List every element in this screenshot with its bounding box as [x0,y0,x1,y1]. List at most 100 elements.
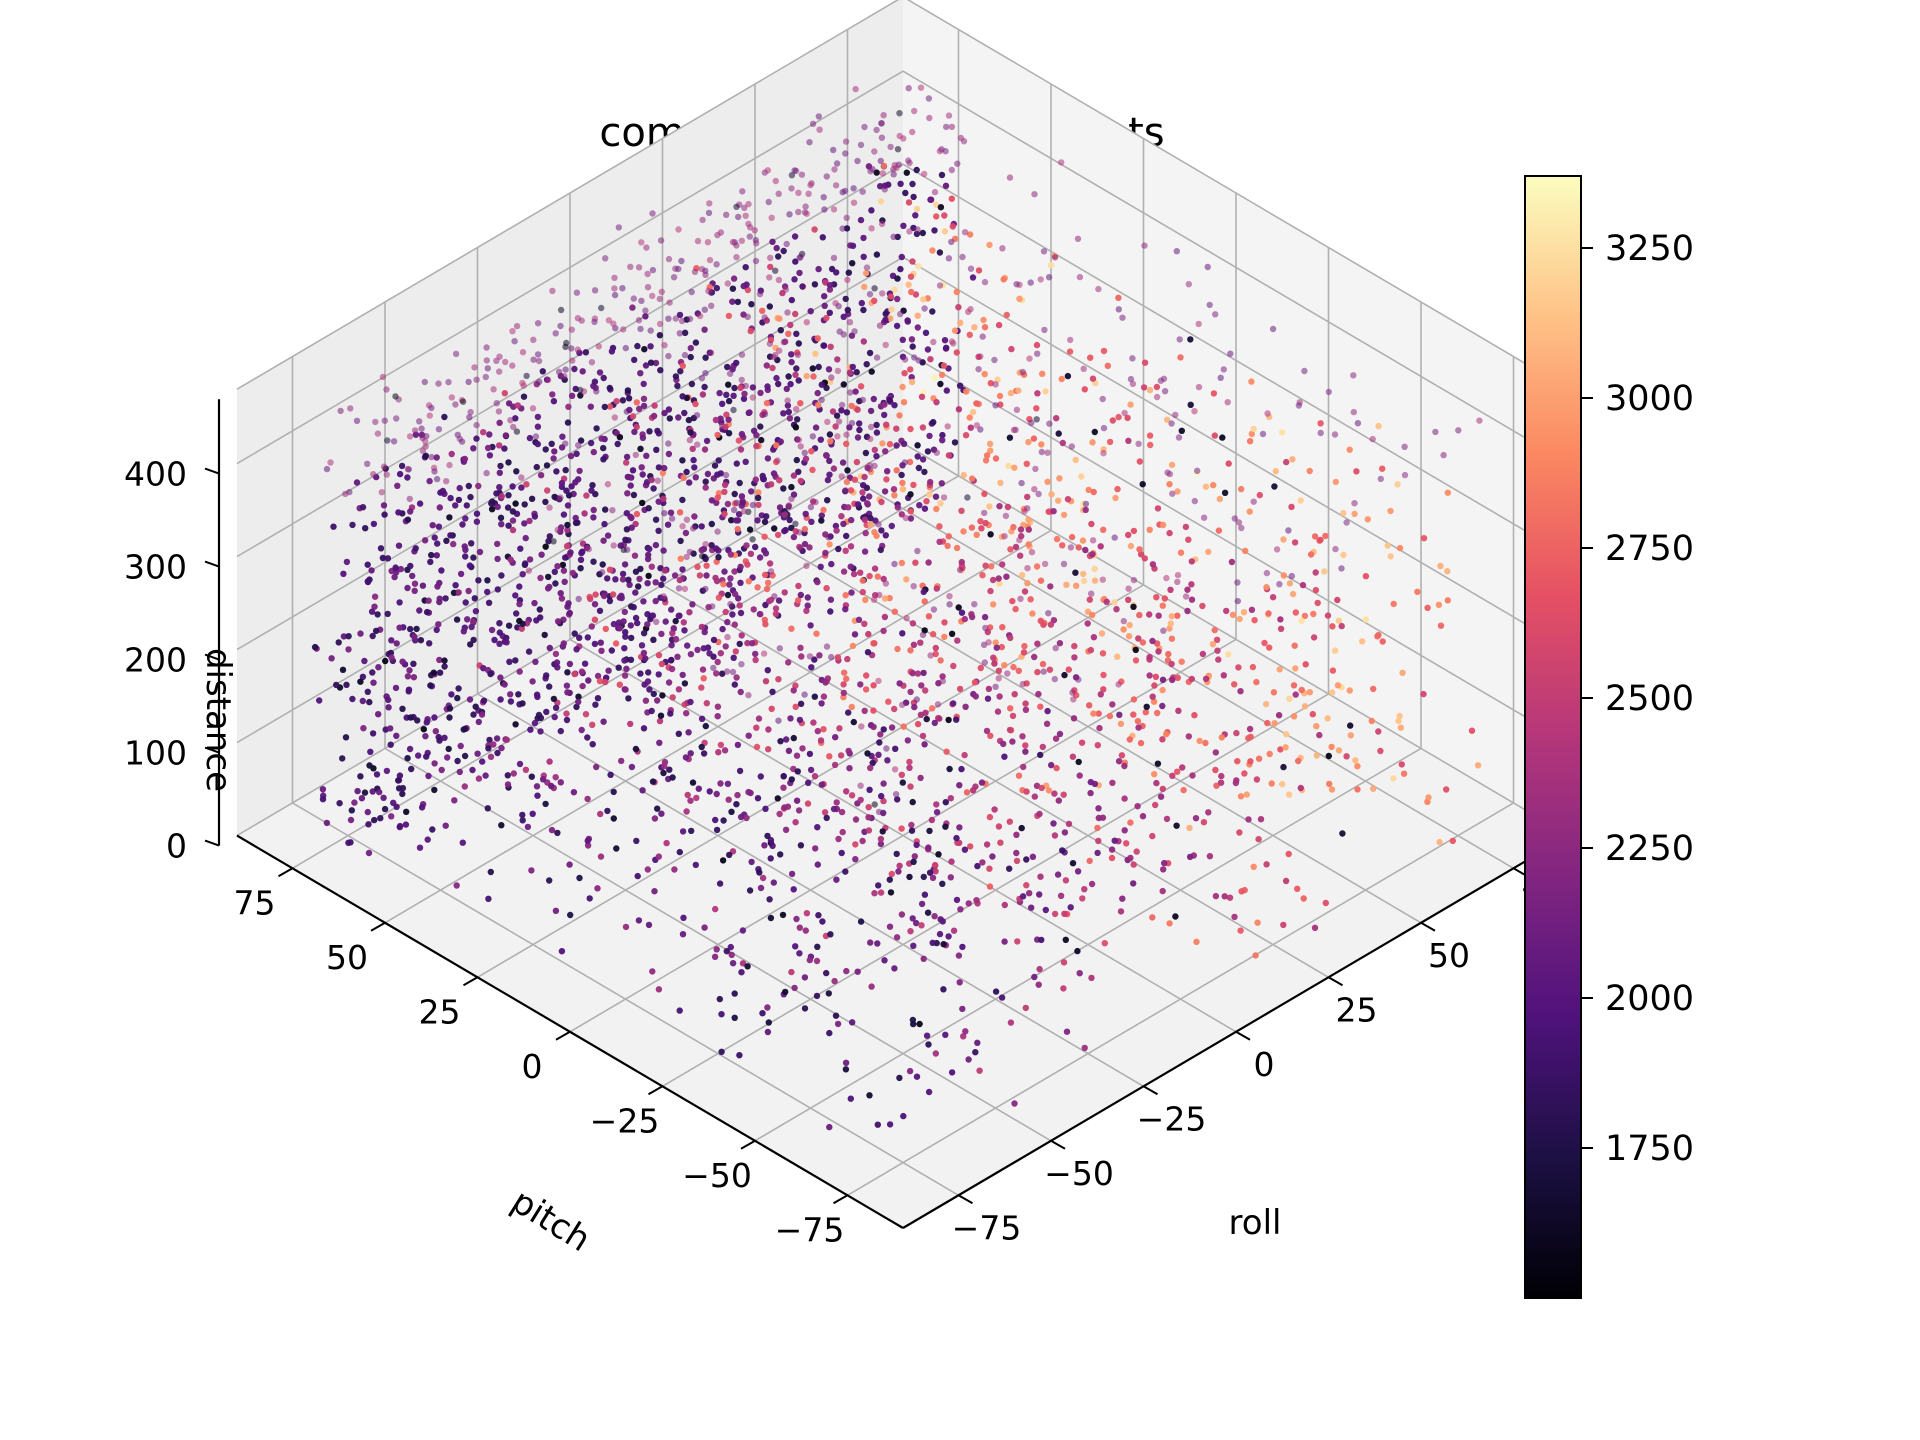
scatter-point [509,526,517,534]
scatter-point [370,520,378,528]
scatter-point [728,951,735,959]
scatter-point [990,654,997,661]
scatter-point [914,442,921,449]
scatter-point [973,897,980,904]
roll-tick-label: −50 [1044,1154,1114,1193]
scatter-point [721,747,729,754]
scatter-point [1280,921,1287,929]
scatter-point [721,481,729,489]
scatter-point [347,816,355,824]
scatter-point [752,476,759,483]
scatter-point [685,729,692,736]
scatter-point [399,705,406,712]
scatter-point [582,349,590,356]
scatter-point [749,384,757,391]
scatter-point [542,498,549,506]
scatter-point [793,915,800,923]
scatter-point [825,534,832,541]
scatter-point [450,589,458,596]
scatter-point [716,389,723,397]
scatter-point [844,467,851,474]
scatter-point [977,518,984,525]
scatter-point [577,565,584,572]
scatter-point [926,114,933,122]
scatter-point [484,444,492,452]
scatter-point [568,326,575,333]
scatter-point [604,481,612,488]
scatter-point [529,678,536,685]
scatter-point [790,886,797,893]
scatter-point [727,551,734,558]
scatter-point [715,554,722,561]
scatter-point [1288,572,1296,580]
scatter-point [682,529,690,537]
scatter-point [560,567,568,574]
scatter-point [1023,460,1030,467]
scatter-point [894,146,902,153]
roll-tick-label: 50 [1428,936,1470,975]
scatter-point [839,828,846,836]
scatter-point [1273,546,1281,553]
scatter-point [694,441,701,448]
scatter-point [534,413,542,421]
scatter-point [737,384,744,391]
scatter-point [899,701,906,708]
scatter-point [1017,552,1024,559]
scatter-point [873,421,880,429]
scatter-point [1317,536,1324,544]
scatter-point [444,754,451,761]
scatter-point [909,798,916,806]
scatter-point [679,566,686,573]
scatter-point [1353,468,1360,475]
scatter-point [1237,793,1245,800]
scatter-point [849,242,857,249]
scatter-point [407,562,414,570]
scatter-point [745,692,752,699]
scatter-point [968,475,976,482]
scatter-point [623,459,630,466]
scatter-point [497,696,504,703]
scatter-point [891,705,898,713]
scatter-point [488,626,496,634]
scatter-point [762,621,769,628]
scatter-point [446,705,454,712]
scatter-point [462,599,469,606]
scatter-point [984,695,992,702]
scatter-point [792,819,799,826]
scatter-point [1247,758,1254,765]
scatter-point [1038,448,1046,456]
scatter-point [944,542,951,550]
scatter-point [727,575,734,582]
scatter-point [909,180,916,188]
scatter-point [644,284,652,291]
scatter-point [1159,686,1166,694]
scatter-point [526,434,534,442]
scatter-point [846,369,854,376]
scatter-point [591,616,599,623]
scatter-point [1189,772,1196,779]
scatter-point [1007,546,1014,553]
scatter-point [731,990,738,997]
scatter-point [880,726,887,733]
scatter-point [594,695,602,702]
scatter-point [339,755,346,762]
scatter-point [796,529,803,536]
scatter-point [608,647,615,654]
scatter-point [733,801,740,808]
scatter-point [316,697,323,704]
scatter-point [932,493,940,500]
scatter-point [834,433,841,440]
scatter-point [873,453,880,460]
scatter-point [1220,366,1228,373]
scatter-point [374,611,381,618]
scatter-point [639,471,646,478]
scatter-point [627,720,634,728]
scatter-point [694,646,701,654]
scatter-point [628,763,636,771]
scatter-point [1163,416,1171,423]
scatter-point [1212,311,1219,318]
scatter-point [707,349,715,356]
scatter-point [1100,671,1107,679]
